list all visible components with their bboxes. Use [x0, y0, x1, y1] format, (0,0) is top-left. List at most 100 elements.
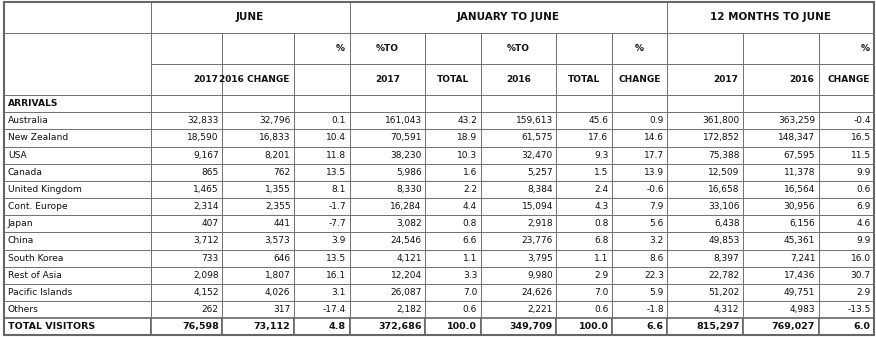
Bar: [4, 284, 151, 301]
Bar: [743, 267, 819, 284]
Text: 26,087: 26,087: [391, 288, 421, 297]
Bar: [151, 318, 223, 335]
Bar: [4, 249, 151, 267]
Bar: [668, 112, 743, 129]
Bar: [481, 301, 556, 318]
Text: 0.6: 0.6: [463, 305, 477, 314]
Bar: [4, 318, 151, 335]
Text: 22.3: 22.3: [644, 271, 664, 280]
Bar: [425, 233, 481, 249]
Text: 4.4: 4.4: [463, 202, 477, 211]
Bar: [611, 249, 668, 267]
Text: 14.6: 14.6: [644, 133, 664, 143]
Bar: [425, 249, 481, 267]
Bar: [819, 147, 874, 164]
Bar: [481, 284, 556, 301]
Bar: [819, 112, 874, 129]
Bar: [556, 215, 611, 233]
Text: 159,613: 159,613: [516, 116, 553, 125]
Bar: [425, 301, 481, 318]
Text: 769,027: 769,027: [772, 322, 816, 331]
Text: 317: 317: [273, 305, 291, 314]
Bar: [819, 129, 874, 147]
Bar: [743, 164, 819, 181]
Bar: [350, 33, 425, 64]
Bar: [668, 233, 743, 249]
Bar: [556, 33, 611, 64]
Text: 12 MONTHS TO JUNE: 12 MONTHS TO JUNE: [710, 12, 831, 22]
Text: 5.6: 5.6: [649, 219, 664, 228]
Bar: [350, 112, 425, 129]
Bar: [294, 181, 350, 198]
Bar: [4, 33, 151, 95]
Bar: [668, 249, 743, 267]
Bar: [151, 215, 223, 233]
Bar: [611, 181, 668, 198]
Bar: [668, 64, 743, 95]
Bar: [743, 95, 819, 112]
Bar: [481, 112, 556, 129]
Bar: [819, 284, 874, 301]
Text: 2,221: 2,221: [527, 305, 553, 314]
Bar: [294, 129, 350, 147]
Text: 73,112: 73,112: [254, 322, 291, 331]
Text: 23,776: 23,776: [521, 237, 553, 245]
Text: 441: 441: [273, 219, 291, 228]
Bar: [350, 215, 425, 233]
Text: 2016: 2016: [506, 75, 531, 84]
Text: South Korea: South Korea: [8, 254, 63, 263]
Bar: [223, 318, 294, 335]
Bar: [743, 64, 819, 95]
Text: 2017: 2017: [714, 75, 738, 84]
Bar: [481, 233, 556, 249]
Bar: [4, 129, 151, 147]
Text: 33,106: 33,106: [708, 202, 739, 211]
Bar: [151, 301, 223, 318]
Bar: [294, 112, 350, 129]
Bar: [151, 284, 223, 301]
Text: JANUARY TO JUNE: JANUARY TO JUNE: [457, 12, 560, 22]
Text: 1.5: 1.5: [594, 168, 608, 177]
Bar: [556, 95, 611, 112]
Bar: [556, 301, 611, 318]
Text: 6,438: 6,438: [714, 219, 739, 228]
Bar: [151, 249, 223, 267]
Text: 45.6: 45.6: [589, 116, 608, 125]
Text: 0.1: 0.1: [332, 116, 346, 125]
Text: 8.6: 8.6: [649, 254, 664, 263]
Bar: [743, 112, 819, 129]
Bar: [668, 95, 743, 112]
Bar: [350, 198, 425, 215]
Bar: [743, 233, 819, 249]
Text: -7.7: -7.7: [328, 219, 346, 228]
Bar: [819, 233, 874, 249]
Text: 2016 CHANGE: 2016 CHANGE: [219, 75, 290, 84]
Bar: [151, 33, 223, 64]
Bar: [819, 95, 874, 112]
Text: 3.3: 3.3: [463, 271, 477, 280]
Bar: [425, 147, 481, 164]
Text: 67,595: 67,595: [784, 151, 816, 160]
Text: 6.6: 6.6: [463, 237, 477, 245]
Bar: [151, 267, 223, 284]
Text: 4,312: 4,312: [714, 305, 739, 314]
Text: 0.6: 0.6: [594, 305, 608, 314]
Text: 7.9: 7.9: [649, 202, 664, 211]
Bar: [425, 181, 481, 198]
Bar: [4, 2, 151, 33]
Text: Japan: Japan: [8, 219, 33, 228]
Bar: [4, 147, 151, 164]
Text: -13.5: -13.5: [847, 305, 871, 314]
Text: 2.2: 2.2: [463, 185, 477, 194]
Text: 7,241: 7,241: [790, 254, 816, 263]
Text: Cont. Europe: Cont. Europe: [8, 202, 67, 211]
Text: 4,121: 4,121: [396, 254, 421, 263]
Bar: [294, 284, 350, 301]
Text: 262: 262: [201, 305, 219, 314]
Bar: [743, 129, 819, 147]
Bar: [743, 215, 819, 233]
Bar: [611, 95, 668, 112]
Text: Australia: Australia: [8, 116, 49, 125]
Text: 4,983: 4,983: [789, 305, 816, 314]
Text: %: %: [635, 44, 644, 53]
